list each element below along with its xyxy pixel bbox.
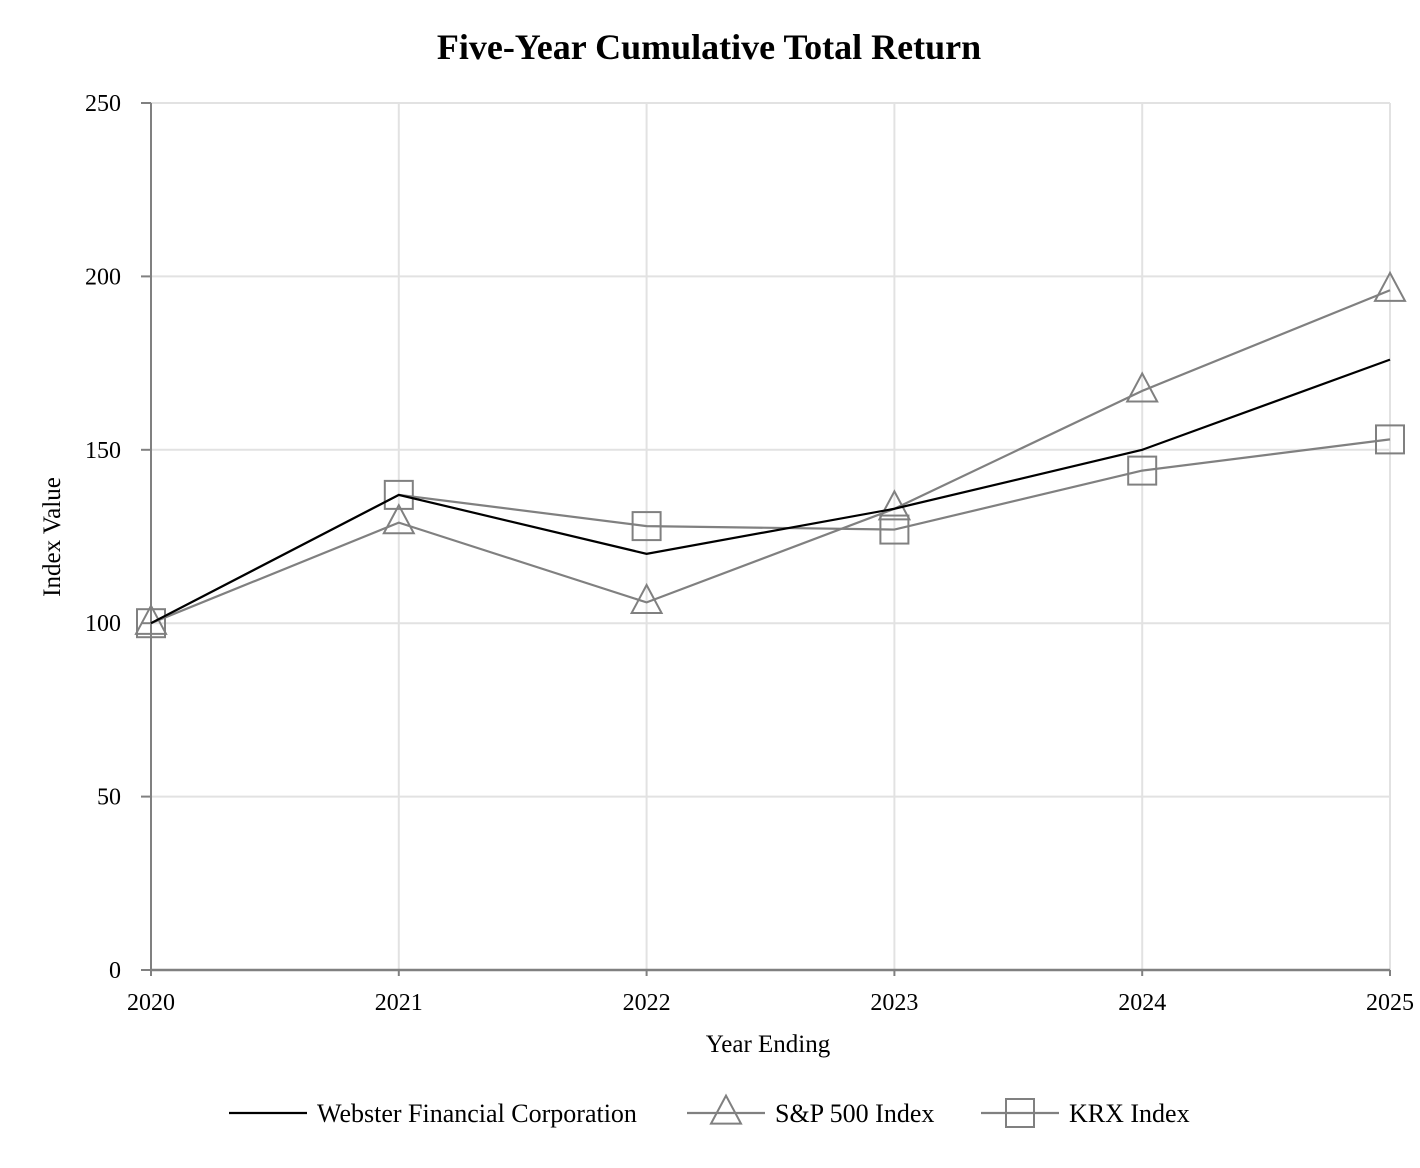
- data-point-s-p-500-index: [1125, 371, 1159, 403]
- series-group: [134, 270, 1407, 639]
- x-tick-label: 2022: [623, 990, 671, 1016]
- y-axis-ticks: 0 50 100 150 200 250: [85, 91, 151, 984]
- legend-swatch-marker: [709, 1093, 743, 1125]
- series-s-p-500-index: [134, 270, 1407, 635]
- data-point-krx-index: [1375, 424, 1405, 455]
- x-axis-title: Year Ending: [706, 1031, 831, 1058]
- legend-label: Webster Financial Corporation: [317, 1099, 637, 1128]
- legend-item-s-p-500-index: S&P 500 Index: [687, 1093, 934, 1128]
- legend-label: KRX Index: [1069, 1099, 1190, 1128]
- y-tick-label: 0: [109, 958, 121, 984]
- legend-item-webster-financial-corporation: Webster Financial Corporation: [229, 1099, 637, 1128]
- x-tick-label: 2024: [1118, 990, 1166, 1016]
- legend: Webster Financial Corporation S&P 500 Ind…: [229, 1093, 1190, 1128]
- chart-title: Five-Year Cumulative Total Return: [437, 27, 981, 67]
- data-point-s-p-500-index: [1373, 270, 1407, 302]
- y-tick-label: 150: [85, 438, 121, 464]
- data-point-krx-index: [383, 479, 414, 510]
- data-point-s-p-500-index: [629, 582, 664, 615]
- x-tick-label: 2023: [870, 990, 918, 1016]
- x-tick-label: 2021: [375, 990, 423, 1016]
- y-tick-label: 100: [85, 611, 121, 637]
- x-axis-ticks: 2020 2021 2022 2023 2024 2025: [127, 970, 1414, 1016]
- data-point-krx-index: [136, 608, 166, 639]
- data-point-krx-index: [879, 514, 910, 545]
- y-tick-label: 250: [85, 91, 121, 117]
- data-point-s-p-500-index: [382, 503, 416, 535]
- series-line-s-p-500-index: [150, 289, 1391, 625]
- legend-label: S&P 500 Index: [775, 1099, 934, 1128]
- x-tick-label: 2020: [127, 990, 175, 1016]
- series-line-webster-financial-corporation: [150, 358, 1391, 625]
- legend-item-krx-index: KRX Index: [981, 1098, 1190, 1128]
- axes: [150, 103, 1390, 972]
- data-point-s-p-500-index: [877, 489, 912, 521]
- series-webster-financial-corporation: [150, 358, 1391, 625]
- data-point-krx-index: [631, 511, 662, 542]
- x-tick-label: 2025: [1366, 990, 1414, 1016]
- grid: [151, 102, 1391, 970]
- data-point-krx-index: [1127, 455, 1158, 486]
- y-tick-label: 200: [85, 264, 121, 290]
- y-tick-label: 50: [97, 785, 121, 811]
- y-axis-title: Index Value: [39, 477, 66, 597]
- legend-swatch-marker: [1005, 1098, 1035, 1128]
